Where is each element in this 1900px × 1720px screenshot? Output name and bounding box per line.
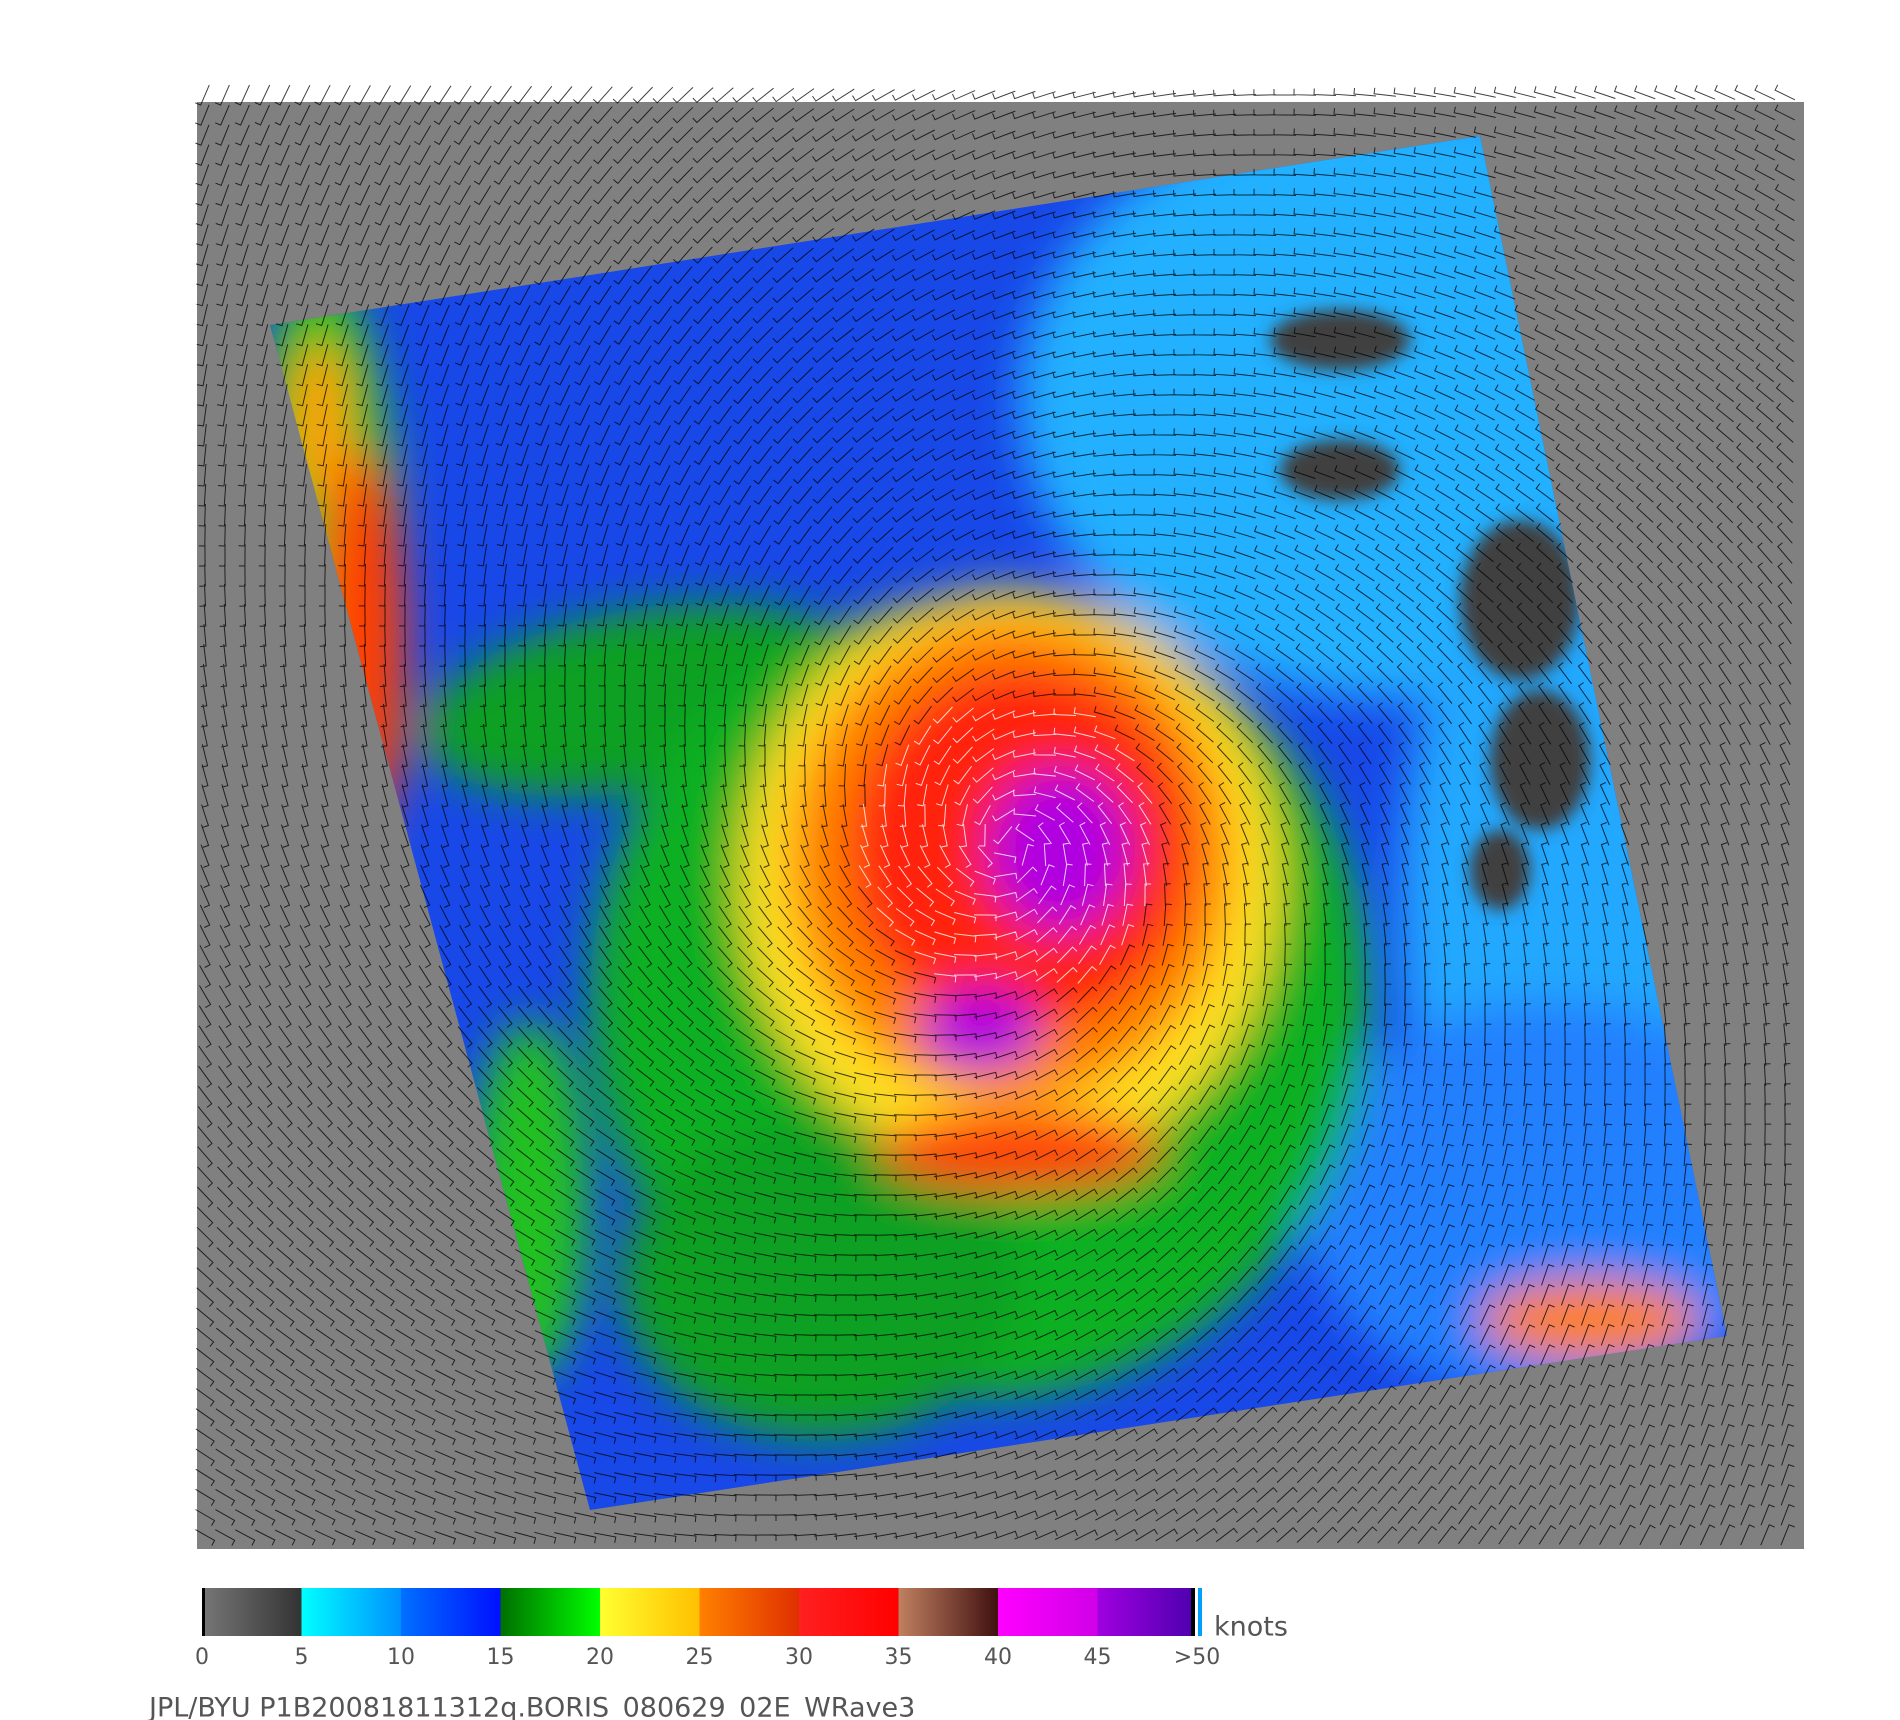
colorbar-tick-label: 35	[885, 1645, 913, 1670]
colorbar-segment	[998, 1588, 1098, 1636]
barb-lines-core	[858, 706, 1153, 984]
colorbar-segment	[401, 1588, 501, 1636]
colorbar-segment	[799, 1588, 899, 1636]
colorbar-segment	[898, 1588, 998, 1636]
barb-lines	[195, 84, 1796, 1546]
colorbar-segment	[500, 1588, 600, 1636]
caption: JPL/BYU P1B20081811312q.BORIS_080629_02E…	[147, 1693, 915, 1720]
colorbar-tick-label: 15	[487, 1645, 515, 1670]
colorbar-tick-label: 5	[295, 1645, 309, 1670]
colorbar-tick-label: 25	[686, 1645, 714, 1670]
colorbar-unit: knots	[1214, 1612, 1288, 1643]
colorbar-edge	[202, 1588, 205, 1636]
colorbar-tick-label: 0	[195, 1645, 209, 1670]
colorbar-tick-label: 20	[586, 1645, 614, 1670]
colorbar-segment	[699, 1588, 799, 1636]
colorbar-tick-label: 10	[387, 1645, 415, 1670]
colorbar-tick-label: 40	[984, 1645, 1012, 1670]
wind-barbs	[195, 84, 1796, 1546]
colorbar: knots 0 5 10 15 20 25 30 35 40 45 >50	[195, 1588, 1288, 1670]
colorbar-segment	[600, 1588, 700, 1636]
colorbar-tick-label: 30	[785, 1645, 813, 1670]
colorbar-segment	[1097, 1588, 1191, 1636]
colorbar-segment	[301, 1588, 401, 1636]
colorbar-segment	[202, 1588, 302, 1636]
colorbar-tick-label: 45	[1084, 1645, 1112, 1670]
colorbar-tick-label: >50	[1174, 1645, 1220, 1670]
